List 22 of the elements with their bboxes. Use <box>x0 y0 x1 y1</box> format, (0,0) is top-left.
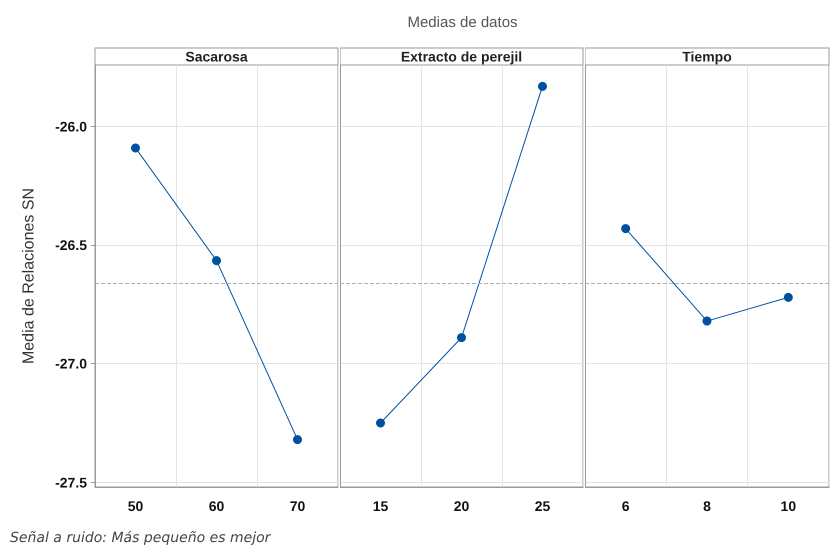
point <box>293 435 302 444</box>
chart-title: Extracto de perejil <box>400 48 522 64</box>
chart-title: Sacarosa <box>185 48 248 64</box>
y-axis-title: Media de Relaciones SN <box>20 188 38 364</box>
x-tick-label: 6 <box>622 498 630 514</box>
chart-subtitle: Medias de datos <box>407 14 518 31</box>
x-tick-label: 60 <box>208 498 224 514</box>
y-tick-label: -26.5 <box>55 237 88 254</box>
x-tick-label: 15 <box>372 498 388 514</box>
chart-title: Tiempo <box>682 48 732 64</box>
point <box>131 143 140 152</box>
y-tick-label: -27.5 <box>55 474 88 490</box>
x-tick-label: 10 <box>780 498 796 514</box>
y-tick-label: -26.0 <box>55 118 88 135</box>
x-tick-label: 8 <box>703 498 712 514</box>
x-tick-label: 25 <box>534 498 550 514</box>
x-tick-label: 20 <box>454 498 470 514</box>
y-tick-label: -27.0 <box>55 356 88 372</box>
point <box>212 256 221 266</box>
x-tick-label: 50 <box>128 498 144 514</box>
x-tick-label: 70 <box>290 498 306 514</box>
text: Señal a ruido: Más pequeño es mejor <box>10 530 270 546</box>
